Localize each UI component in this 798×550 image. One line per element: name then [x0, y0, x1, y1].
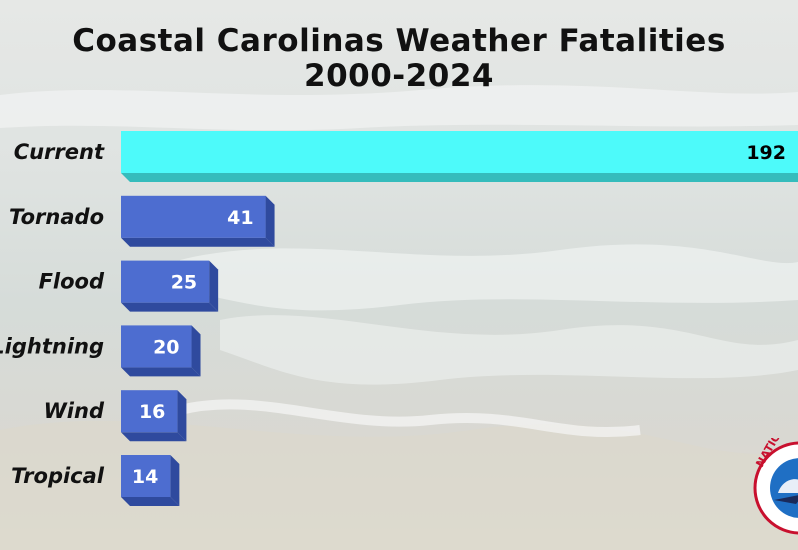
bar-tornado	[121, 195, 275, 247]
value-label-tornado: 41	[227, 207, 253, 229]
chart-title-line-2: 2000-2024	[304, 58, 494, 94]
bar-tropical	[121, 455, 180, 506]
value-label-wind: 16	[139, 401, 165, 423]
bar-tornado-side-face	[265, 195, 275, 247]
chart-title: Coastal Carolinas Weather Fatalities 200…	[0, 24, 798, 94]
bar-lightning-bottom-face	[121, 367, 201, 377]
value-label-tropical: 14	[132, 466, 158, 488]
bar-current-front-face	[121, 131, 798, 173]
nws-logo-icon: NATIONAL WEATHER SERVICE	[753, 438, 798, 535]
bar-wind-side-face	[177, 390, 187, 442]
bar-lightning-front-face	[121, 325, 192, 368]
bar-flood-side-face	[209, 260, 219, 312]
bar-flood-bottom-face	[121, 302, 219, 312]
value-label-flood: 25	[171, 272, 197, 294]
value-label-current: 192	[746, 142, 786, 164]
bar-flood-front-face	[121, 260, 210, 303]
category-label-current: Current	[14, 140, 105, 164]
bar-wind-front-face	[121, 390, 178, 433]
bar-tropical-bottom-face	[121, 497, 180, 506]
bar-tropical-side-face	[170, 455, 180, 506]
bar-lightning-side-face	[191, 325, 201, 377]
bar-tropical-front-face	[121, 455, 171, 497]
category-label-tornado: Tornado	[9, 205, 104, 229]
category-label-lightning: Lightning	[0, 334, 104, 358]
category-label-wind: Wind	[44, 399, 105, 423]
bar-lightning	[121, 325, 201, 377]
bar-flood	[121, 260, 219, 312]
category-label-flood: Flood	[39, 270, 105, 294]
chart-title-line-1: Coastal Carolinas Weather Fatalities	[72, 23, 726, 59]
category-label-tropical: Tropical	[11, 464, 105, 488]
bar-tornado-bottom-face	[121, 237, 275, 247]
bar-wind	[121, 390, 187, 442]
bar-tornado-front-face	[121, 195, 266, 238]
value-label-lightning: 20	[153, 336, 179, 358]
bar-wind-bottom-face	[121, 432, 187, 442]
bar-current	[121, 131, 798, 182]
bar-current-bottom-face	[121, 173, 798, 182]
